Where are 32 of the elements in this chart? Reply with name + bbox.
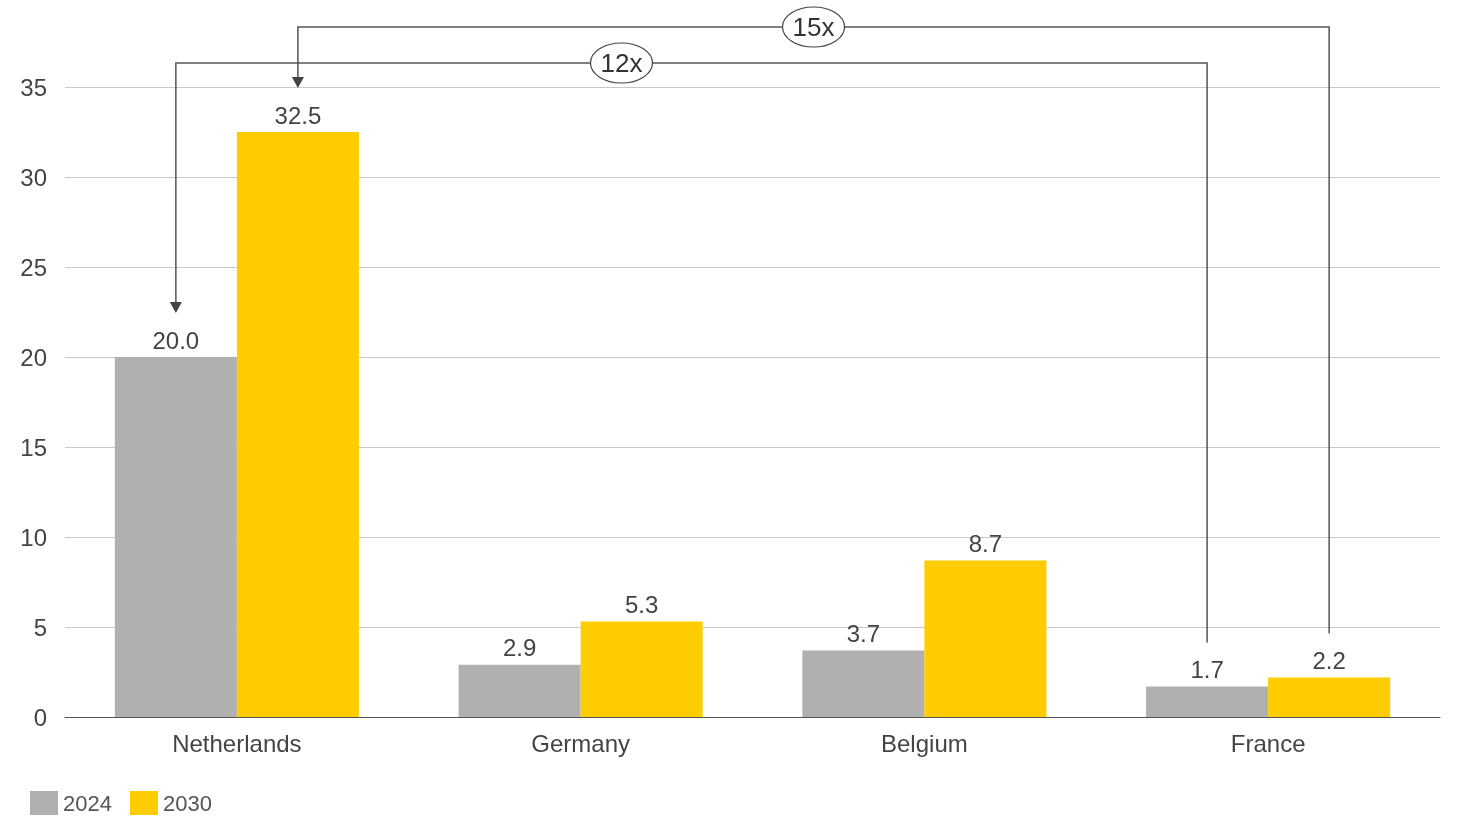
bar bbox=[114, 357, 237, 717]
bar bbox=[924, 560, 1047, 717]
x-tick-label: Netherlands bbox=[172, 729, 302, 757]
y-tick-label: 20 bbox=[20, 343, 47, 371]
x-tick-label: Germany bbox=[531, 729, 630, 757]
data-label: 20.0 bbox=[152, 326, 200, 354]
text: 12x bbox=[600, 48, 643, 78]
legend-label: 2024 bbox=[63, 790, 112, 816]
data-label: 8.7 bbox=[968, 529, 1003, 557]
y-tick-label: 0 bbox=[33, 703, 47, 731]
x-tick-label: Belgium bbox=[881, 729, 968, 757]
bar bbox=[1268, 677, 1391, 717]
x-tick-label: France bbox=[1230, 729, 1306, 757]
data-label: 2.9 bbox=[502, 634, 537, 662]
text: 15x bbox=[792, 12, 835, 42]
y-tick-label: 15 bbox=[20, 433, 47, 461]
data-label: 32.5 bbox=[274, 101, 322, 129]
y-tick-label: 30 bbox=[20, 163, 47, 191]
y-tick-label: 10 bbox=[20, 523, 47, 551]
data-label: 1.7 bbox=[1190, 655, 1224, 683]
bar bbox=[802, 650, 925, 717]
data-label: 3.7 bbox=[846, 619, 881, 647]
y-tick-label: 25 bbox=[20, 253, 47, 281]
bar bbox=[1146, 686, 1269, 717]
bar bbox=[458, 664, 581, 717]
bar bbox=[580, 621, 703, 717]
y-tick-label: 5 bbox=[33, 613, 47, 641]
data-label: 5.3 bbox=[624, 591, 659, 619]
data-label: 2.2 bbox=[1312, 646, 1346, 674]
y-tick-label: 35 bbox=[20, 73, 47, 101]
legend-label: 2030 bbox=[162, 790, 212, 816]
bar bbox=[236, 132, 359, 717]
